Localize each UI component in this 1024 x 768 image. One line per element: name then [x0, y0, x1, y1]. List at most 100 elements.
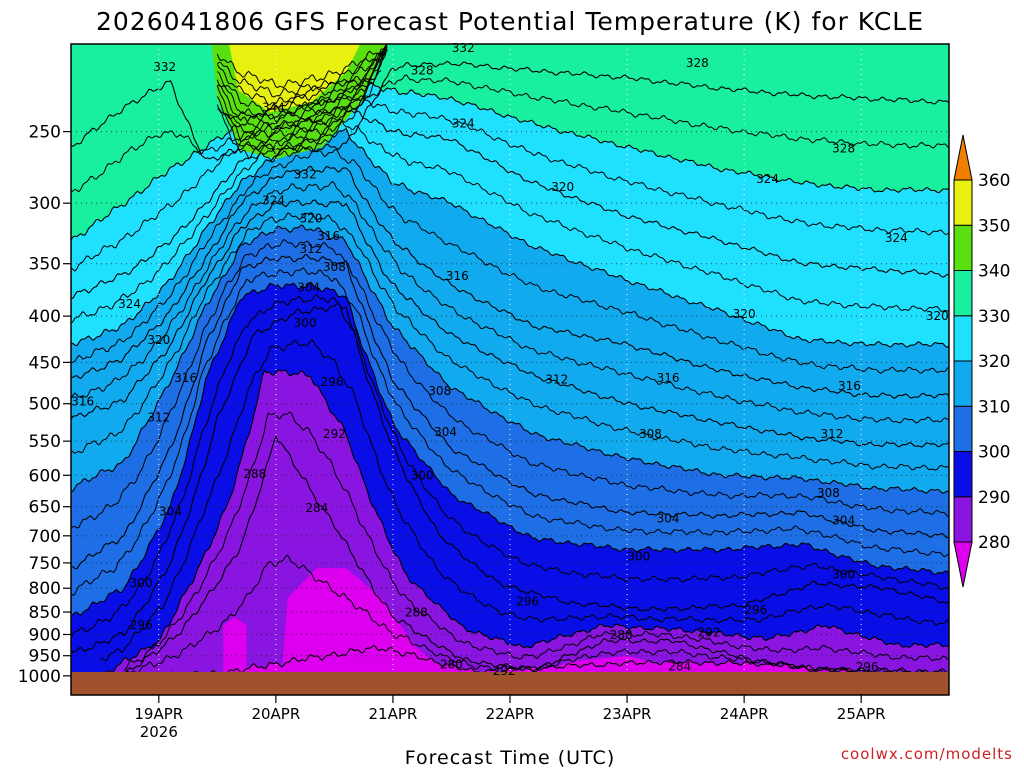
colorbar-swatch-330-340	[953, 270, 973, 317]
colorbar-label-360: 360	[978, 171, 1010, 191]
y-tick-label-800: 800	[29, 579, 61, 599]
contour-plume-5	[217, 46, 388, 131]
contour-label-304: 304	[657, 512, 680, 526]
contour-plume-0	[216, 45, 388, 89]
colorbar-label-290: 290	[978, 488, 1010, 508]
y-tick-label-450: 450	[29, 353, 61, 373]
y-tick-label-250: 250	[29, 123, 61, 143]
contour-label-316: 316	[446, 269, 469, 283]
contour-label-296: 296	[744, 603, 767, 617]
contour-label-288: 288	[610, 628, 633, 642]
contour-284k	[123, 644, 949, 679]
contour-label-320: 320	[147, 333, 170, 347]
x-tick-label-23apr: 23APR	[603, 705, 652, 723]
y-tick-label-550: 550	[29, 432, 61, 452]
contour-312k	[71, 199, 949, 448]
contour-label-296: 296	[516, 595, 539, 609]
plot-area	[71, 44, 949, 695]
contour-label-296: 296	[856, 660, 879, 674]
band-350-360	[229, 44, 361, 113]
colorbar-swatch-310-320	[953, 360, 973, 407]
contour-label-292: 292	[323, 427, 346, 441]
x-tick-label-24apr: 24APR	[720, 705, 769, 723]
contour-label-312: 312	[147, 411, 170, 425]
contour-label-324: 324	[118, 297, 141, 311]
contour-label-320: 320	[551, 180, 574, 194]
colorbar-label-350: 350	[978, 216, 1010, 236]
contour-minor-2-1	[100, 339, 949, 662]
contour-label-304: 304	[434, 425, 457, 439]
y-tick-label-650: 650	[29, 498, 61, 518]
contour-label-312: 312	[545, 372, 568, 386]
colorbar-arrow-bottom	[953, 541, 973, 588]
x-tick-label-21apr: 21APR	[369, 705, 418, 723]
contour-label-300: 300	[294, 316, 317, 330]
contour-minor-3-1	[71, 294, 949, 639]
contour-label-300: 300	[130, 576, 153, 590]
colorbar-label-300: 300	[978, 443, 1010, 463]
credit-text: coolwx.com/modelts	[841, 745, 1013, 763]
contour-minor-4-1	[71, 267, 949, 596]
contour-minor-11-1	[71, 74, 949, 193]
colorbar-label-280: 280	[978, 533, 1010, 553]
ground-surface	[71, 672, 949, 695]
contour-label-304: 304	[297, 281, 320, 295]
y-tick-label-600: 600	[29, 466, 61, 486]
y-tick-label-700: 700	[29, 527, 61, 547]
contour-label-296: 296	[130, 618, 153, 632]
colorbar-label-340: 340	[978, 262, 1010, 282]
y-tick-label-1000: 1000	[18, 667, 61, 687]
contour-label-300: 300	[832, 567, 855, 581]
contour-plume-9	[217, 49, 388, 163]
y-tick-label-900: 900	[29, 625, 61, 645]
contour-320k	[71, 127, 949, 348]
cold-pool-day3	[533, 655, 698, 676]
contour-plume-1	[217, 46, 388, 98]
contour-label-312: 312	[300, 242, 323, 256]
y-tick-label-750: 750	[29, 554, 61, 574]
contour-label-292: 292	[698, 625, 721, 639]
contour-label-316: 316	[174, 371, 197, 385]
contour-308k	[71, 224, 949, 494]
contour-label-332: 332	[294, 168, 317, 182]
contour-label-316: 316	[838, 379, 861, 393]
contour-minor-0-1	[123, 554, 949, 677]
contour-label-328: 328	[832, 142, 855, 156]
contour-288k	[123, 435, 949, 678]
contour-minor-1-1	[123, 411, 949, 671]
contour-plume-7	[216, 48, 388, 147]
contour-plume-4	[216, 44, 388, 123]
contour-label-312: 312	[820, 427, 843, 441]
x-tick-label-22apr: 22APR	[486, 705, 535, 723]
y-tick-label-400: 400	[29, 307, 61, 327]
contour-316k	[71, 165, 949, 399]
colorbar-swatch-300-310	[953, 405, 973, 452]
y-tick-label-850: 850	[29, 603, 61, 623]
contour-label-324: 324	[262, 194, 285, 208]
contour-label-284: 284	[668, 659, 691, 673]
y-tick-label-500: 500	[29, 395, 61, 415]
contour-label-292: 292	[493, 664, 516, 678]
contour-label-324: 324	[756, 172, 779, 186]
contour-label-316: 316	[317, 229, 340, 243]
contour-292k	[100, 369, 949, 675]
contour-label-300: 300	[411, 468, 434, 482]
contour-label-308: 308	[428, 384, 451, 398]
contour-label-320: 320	[926, 309, 949, 323]
contour-label-332: 332	[153, 60, 176, 74]
contour-label-284: 284	[305, 501, 328, 515]
colorbar-arrow-top	[953, 134, 973, 181]
contour-label-288: 288	[243, 467, 266, 481]
contour-minor-7-1	[71, 180, 949, 424]
cold-pool-day15	[281, 568, 452, 676]
contour-label-304: 304	[832, 513, 855, 527]
contour-label-316: 316	[71, 394, 94, 408]
colorbar-swatch-350-360	[953, 179, 973, 226]
contour-label-308: 308	[639, 427, 662, 441]
contour-label-280: 280	[440, 658, 463, 672]
contour-plume-6	[216, 50, 388, 139]
contour-plume-2	[216, 49, 388, 106]
y-tick-label-350: 350	[29, 255, 61, 275]
x-tick-label-20apr: 20APR	[251, 705, 300, 723]
